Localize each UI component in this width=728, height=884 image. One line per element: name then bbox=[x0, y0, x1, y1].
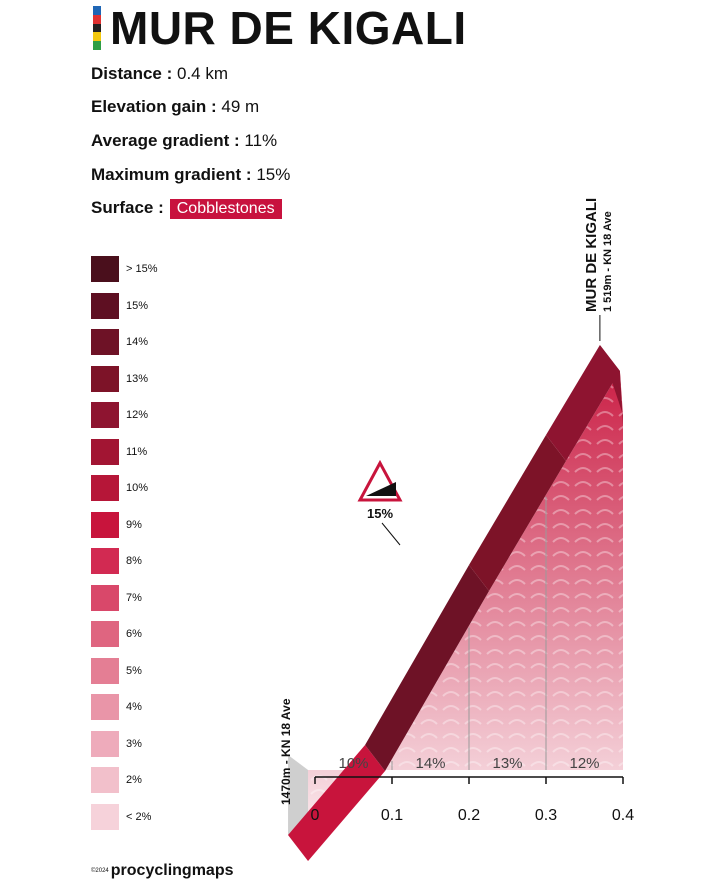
legend-label: 8% bbox=[126, 555, 142, 567]
legend-label: > 15% bbox=[126, 263, 158, 275]
legend-swatch bbox=[91, 584, 119, 611]
x-tick-label: 0.4 bbox=[612, 807, 634, 824]
stat-surface: Surface : Cobblestones bbox=[91, 198, 282, 219]
rainbow-band bbox=[93, 41, 101, 50]
legend-label: 11% bbox=[126, 445, 148, 458]
profile-segment bbox=[288, 745, 386, 861]
page-title: MUR DE KIGALI bbox=[110, 2, 467, 54]
legend-swatch bbox=[91, 657, 119, 684]
legend-swatch bbox=[91, 767, 119, 793]
legend-swatch bbox=[91, 402, 119, 428]
legend-swatch bbox=[91, 475, 119, 501]
rainbow-band bbox=[93, 6, 101, 15]
stat-maximum-gradient: Maximum gradient : 15% bbox=[91, 165, 291, 184]
legend-label: 10% bbox=[126, 482, 149, 494]
legend-label: 14% bbox=[126, 336, 149, 348]
legend-label: 6% bbox=[126, 628, 142, 640]
summit-elevation-label: 1 519m - KN 18 Ave bbox=[602, 211, 614, 312]
legend-swatch bbox=[91, 365, 119, 392]
legend-label: 13% bbox=[126, 372, 149, 385]
x-tick-label: 0.2 bbox=[458, 807, 480, 824]
legend-label: 4% bbox=[126, 701, 142, 713]
legend-label: 3% bbox=[126, 737, 142, 750]
segment-grade-label: 14% bbox=[415, 755, 445, 772]
profile-area-texture bbox=[308, 371, 623, 861]
profile-segment bbox=[469, 435, 566, 591]
legend-swatch bbox=[91, 694, 119, 720]
stat-average-gradient: Average gradient : 11% bbox=[91, 131, 278, 150]
x-tick-label: 0.3 bbox=[535, 807, 557, 824]
rainbow-band bbox=[93, 14, 101, 24]
legend-label: 2% bbox=[126, 774, 142, 786]
legend-swatch bbox=[91, 329, 119, 355]
footer-credit: ©2024 procyclingmaps bbox=[91, 862, 234, 879]
max-gradient-label: 15% bbox=[367, 506, 393, 521]
segment-grade-label: 13% bbox=[492, 755, 522, 772]
legend-swatch bbox=[91, 256, 119, 282]
summit-name-label: MUR DE KIGALI bbox=[583, 198, 600, 312]
legend-label: 15% bbox=[126, 299, 149, 312]
segment-grade-label: 12% bbox=[569, 755, 599, 772]
stat-distance: Distance : 0.4 km bbox=[91, 64, 229, 83]
profile-segment bbox=[365, 565, 489, 771]
legend-label: 5% bbox=[126, 664, 142, 677]
rainbow-band bbox=[93, 32, 101, 42]
rainbow-band bbox=[93, 23, 101, 33]
legend-swatch bbox=[91, 730, 119, 757]
x-tick-label: 0 bbox=[311, 807, 320, 824]
x-tick-label: 0.1 bbox=[381, 807, 403, 824]
profile-segment bbox=[599, 345, 623, 425]
profile-segment bbox=[546, 345, 620, 461]
legend-swatch bbox=[91, 438, 119, 465]
surface-badge: Cobblestones bbox=[169, 199, 282, 219]
rainbow-stripe bbox=[93, 6, 101, 50]
legend-swatch bbox=[91, 803, 119, 830]
legend-swatch bbox=[91, 548, 119, 574]
stat-elevation-gain: Elevation gain : 49 m bbox=[91, 97, 260, 116]
legend-swatch bbox=[91, 621, 119, 647]
legend-swatch bbox=[91, 511, 119, 538]
segment-grade-label: 10% bbox=[338, 755, 368, 772]
legend-label: 9% bbox=[126, 518, 142, 531]
legend-label: < 2% bbox=[126, 810, 152, 823]
legend-label: 12% bbox=[126, 409, 149, 421]
max-gradient-leader bbox=[381, 522, 401, 546]
legend-swatch bbox=[91, 292, 119, 319]
legend-label: 7% bbox=[126, 591, 142, 604]
gradient-warning-icon-slope bbox=[366, 482, 396, 496]
start-elevation-label: 1470m - KN 18 Ave bbox=[279, 698, 293, 805]
